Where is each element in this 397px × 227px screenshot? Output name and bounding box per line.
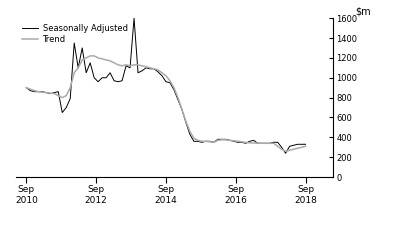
Trend: [295, 147, 300, 150]
Seasonally Adjusted: [24, 86, 29, 89]
Trend: [24, 86, 29, 89]
Trend: [303, 145, 308, 148]
Seasonally Adjusted: [279, 146, 284, 149]
Line: Trend: Trend: [26, 56, 306, 151]
Trend: [195, 139, 200, 142]
Trend: [32, 89, 37, 92]
Trend: [279, 148, 284, 151]
Trend: [88, 54, 93, 57]
Trend: [64, 94, 69, 97]
Seasonally Adjusted: [132, 17, 137, 20]
Text: $m: $m: [356, 7, 371, 17]
Seasonally Adjusted: [303, 143, 308, 146]
Trend: [283, 150, 288, 153]
Trend: [164, 74, 168, 77]
Seasonally Adjusted: [32, 90, 37, 93]
Seasonally Adjusted: [195, 140, 200, 143]
Seasonally Adjusted: [64, 106, 69, 109]
Legend: Seasonally Adjusted, Trend: Seasonally Adjusted, Trend: [20, 22, 129, 45]
Line: Seasonally Adjusted: Seasonally Adjusted: [26, 18, 306, 153]
Seasonally Adjusted: [295, 143, 300, 146]
Seasonally Adjusted: [164, 80, 168, 83]
Seasonally Adjusted: [283, 152, 288, 155]
